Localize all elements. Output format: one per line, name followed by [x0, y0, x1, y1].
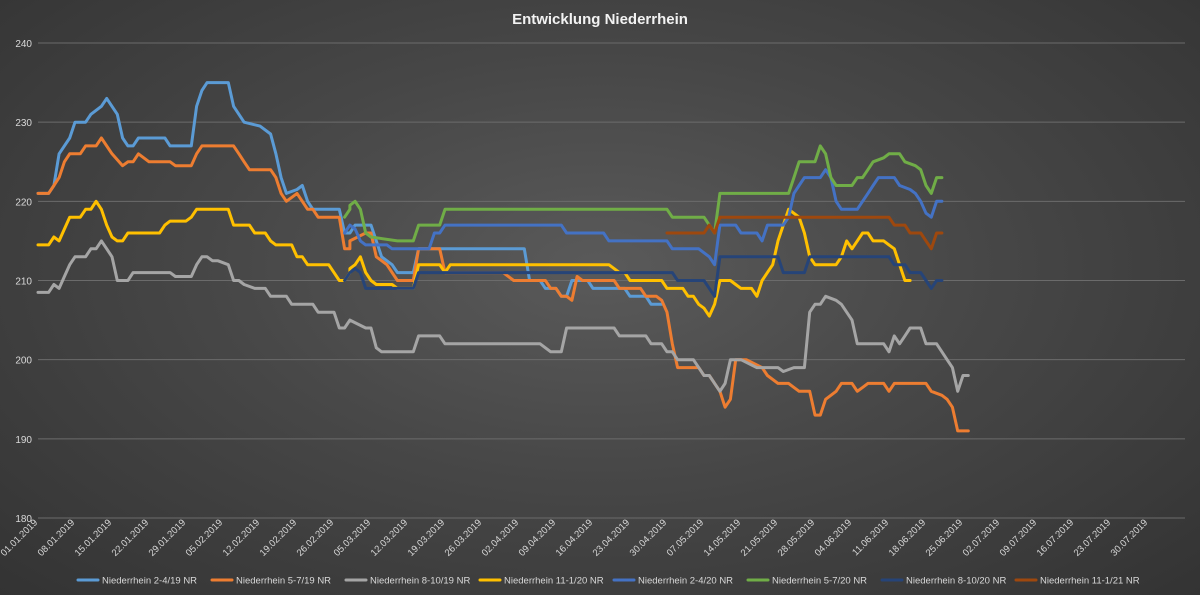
x-tick-label: 18.06.2019 — [887, 517, 928, 558]
legend-label: Niederrhein 11-1/21 NR — [1040, 576, 1140, 587]
x-tick-label: 23.07.2019 — [1072, 517, 1113, 558]
y-tick-label: 240 — [15, 39, 32, 50]
legend-label: Niederrhein 5-7/20 NR — [772, 576, 867, 587]
legend-label: Niederrhein 8-10/19 NR — [370, 576, 470, 587]
legend-label: Niederrhein 11-1/20 NR — [504, 576, 604, 587]
x-tick-label: 30.07.2019 — [1109, 517, 1150, 558]
x-tick-label: 07.05.2019 — [665, 517, 706, 558]
series-line — [343, 168, 944, 267]
x-tick-label: 12.03.2019 — [369, 517, 410, 558]
y-tick-label: 230 — [15, 118, 32, 129]
x-tick-label: 16.07.2019 — [1035, 517, 1076, 558]
series-line — [36, 199, 912, 318]
x-tick-label: 05.02.2019 — [184, 517, 225, 558]
gridlines — [38, 42, 1185, 519]
x-axis-ticks: 01.01.201908.01.201915.01.201922.01.2019… — [0, 517, 1150, 558]
y-tick-label: 190 — [15, 435, 32, 446]
x-tick-label: 29.01.2019 — [147, 517, 188, 558]
y-tick-label: 200 — [15, 356, 32, 367]
series-line — [343, 255, 944, 298]
x-tick-label: 16.04.2019 — [554, 517, 595, 558]
legend-item: Niederrhein 2-4/20 NR — [612, 576, 733, 587]
legend-label: Niederrhein 8-10/20 NR — [906, 576, 1006, 587]
x-tick-label: 05.03.2019 — [332, 517, 373, 558]
legend-item: Niederrhein 5-7/20 NR — [746, 576, 867, 587]
x-tick-label: 14.05.2019 — [702, 517, 743, 558]
x-tick-label: 25.06.2019 — [924, 517, 965, 558]
x-tick-label: 04.06.2019 — [813, 517, 854, 558]
legend-item: Niederrhein 5-7/19 NR — [210, 576, 331, 587]
legend-item: Niederrhein 8-10/20 NR — [880, 576, 1006, 587]
legend-item: Niederrhein 8-10/19 NR — [344, 576, 470, 587]
series-line — [36, 136, 970, 433]
legend-item: Niederrhein 2-4/19 NR — [76, 576, 197, 587]
x-tick-label: 30.04.2019 — [628, 517, 669, 558]
x-tick-label: 19.03.2019 — [406, 517, 447, 558]
x-tick-label: 26.02.2019 — [295, 517, 336, 558]
series-line — [665, 215, 944, 251]
y-tick-label: 220 — [15, 197, 32, 208]
x-tick-label: 15.01.2019 — [73, 517, 114, 558]
x-tick-label: 11.06.2019 — [850, 517, 891, 558]
series-line — [343, 144, 944, 243]
x-tick-label: 26.03.2019 — [443, 517, 484, 558]
x-tick-label: 23.04.2019 — [591, 517, 632, 558]
legend-label: Niederrhein 2-4/19 NR — [102, 576, 197, 587]
x-tick-label: 02.07.2019 — [961, 517, 1002, 558]
x-tick-label: 09.07.2019 — [998, 517, 1039, 558]
x-tick-label: 08.01.2019 — [36, 517, 77, 558]
x-tick-label: 22.01.2019 — [110, 517, 151, 558]
x-tick-label: 02.04.2019 — [480, 517, 521, 558]
x-tick-label: 09.04.2019 — [517, 517, 558, 558]
legend-label: Niederrhein 2-4/20 NR — [638, 576, 733, 587]
x-tick-label: 12.02.2019 — [221, 517, 262, 558]
chart-title: Entwicklung Niederrhein — [512, 11, 688, 28]
x-tick-label: 19.02.2019 — [258, 517, 299, 558]
y-axis-ticks: 180 190 200 210 220 230 240 — [15, 39, 32, 525]
legend-item: Niederrhein 11-1/20 NR — [478, 576, 604, 587]
x-tick-label: 28.05.2019 — [776, 517, 817, 558]
legend: Niederrhein 2-4/19 NR Niederrhein 5-7/19 … — [76, 576, 1140, 587]
series-line — [36, 239, 970, 393]
legend-label: Niederrhein 5-7/19 NR — [236, 576, 331, 587]
legend-item: Niederrhein 11-1/21 NR — [1014, 576, 1140, 587]
y-tick-label: 210 — [15, 277, 32, 288]
x-tick-label: 21.05.2019 — [739, 517, 780, 558]
series-lines — [36, 81, 970, 433]
y-tick-label: 180 — [15, 514, 32, 525]
